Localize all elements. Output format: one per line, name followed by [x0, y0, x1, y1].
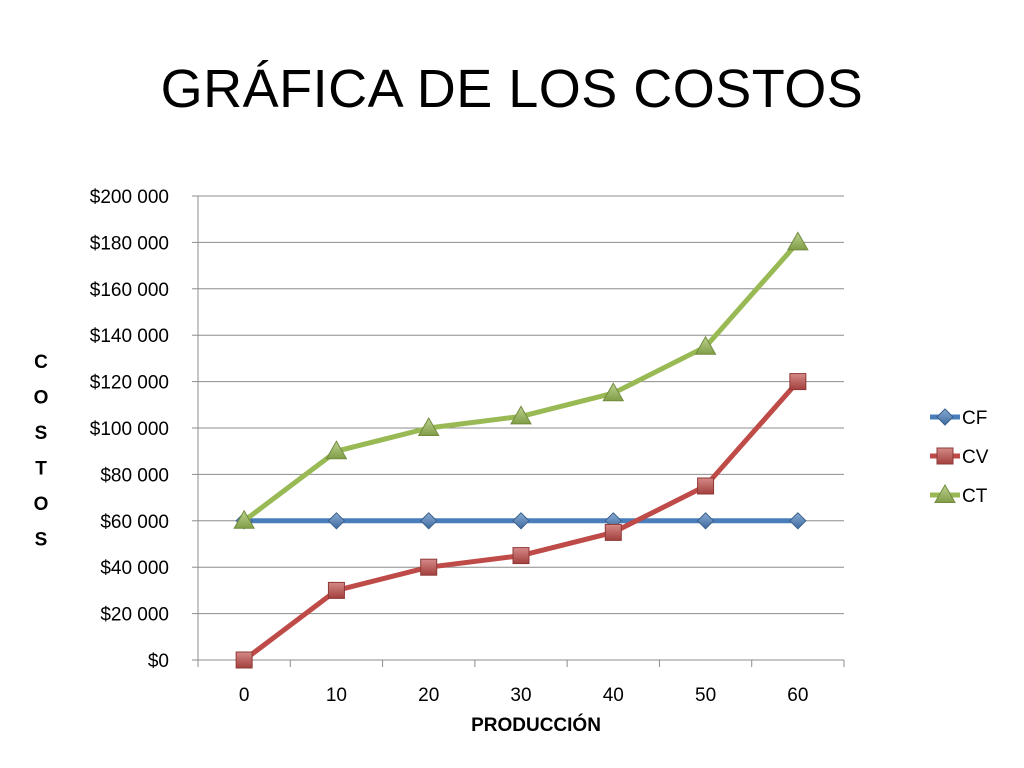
- legend-label: CT: [962, 486, 988, 507]
- series-cv: [235, 373, 807, 669]
- data-point-ct: [510, 405, 532, 425]
- legend-label: CF: [962, 408, 987, 429]
- y-axis-title-letter: O: [34, 494, 49, 515]
- x-tick-label: 60: [787, 685, 808, 706]
- series-ct: [233, 231, 809, 529]
- y-tick-label: $20 000: [100, 605, 169, 626]
- data-point-ct: [325, 440, 348, 460]
- y-tick-label: $180 000: [90, 233, 169, 254]
- x-tick-label: 30: [510, 685, 531, 706]
- data-point-ct: [694, 335, 717, 355]
- y-tick-label: $40 000: [100, 558, 169, 579]
- y-tick-label: $80 000: [100, 465, 169, 486]
- y-tick-label: $200 000: [90, 187, 169, 208]
- y-axis-title-letter: T: [35, 459, 47, 480]
- data-point-ct: [417, 416, 440, 436]
- data-point-cf: [696, 512, 715, 530]
- x-tick-label: 0: [239, 685, 250, 706]
- y-tick-label: $60 000: [100, 512, 169, 533]
- series-cf: [235, 512, 807, 530]
- data-point-ct: [233, 509, 256, 529]
- data-point-cv: [235, 651, 253, 669]
- legend-item-cv: CV: [930, 447, 989, 468]
- legend-item-ct: CT: [930, 483, 988, 507]
- y-tick-label: $140 000: [90, 326, 169, 347]
- legend-marker: [936, 408, 954, 426]
- data-point-cv: [697, 477, 715, 495]
- y-axis-title-letter: O: [34, 388, 49, 409]
- data-point-cf: [420, 512, 438, 530]
- data-point-ct: [786, 231, 809, 251]
- y-tick-label: $120 000: [90, 373, 169, 394]
- data-point-cv: [327, 581, 345, 599]
- legend-label: CV: [962, 447, 989, 468]
- y-tick-label: $160 000: [90, 280, 169, 301]
- data-point-cv: [512, 547, 530, 565]
- data-point-ct: [602, 382, 625, 402]
- y-tick-label: $100 000: [90, 419, 169, 440]
- data-point-cv: [789, 373, 807, 391]
- legend-marker: [934, 483, 956, 503]
- legend-item-cf: CF: [930, 408, 987, 429]
- y-axis-title-letter: S: [35, 530, 48, 551]
- data-point-cf: [327, 512, 346, 530]
- data-point-cf: [789, 512, 807, 530]
- slide-title: GRÁFICA DE LOS COSTOS: [160, 59, 864, 119]
- data-point-cv: [420, 558, 438, 576]
- x-tick-label: 40: [603, 685, 624, 706]
- x-axis-title: PRODUCCIÓN: [471, 714, 601, 736]
- legend-marker: [936, 447, 954, 465]
- x-tick-label: 10: [326, 685, 347, 706]
- y-axis-title-letter: S: [35, 423, 48, 444]
- data-point-cf: [512, 512, 530, 530]
- x-tick-label: 50: [695, 685, 716, 706]
- y-tick-label: $0: [148, 651, 169, 672]
- data-point-cv: [604, 523, 622, 541]
- x-tick-label: 20: [418, 685, 439, 706]
- y-axis-title-letter: C: [34, 352, 48, 373]
